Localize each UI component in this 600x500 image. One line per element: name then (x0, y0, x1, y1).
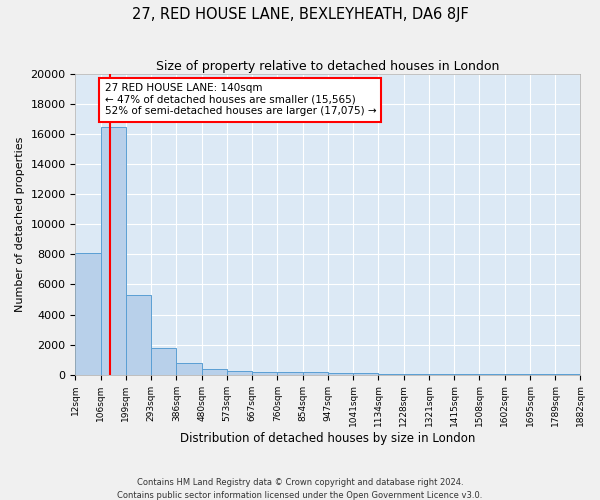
Bar (202, 370, 227, 374)
Bar (101, 126, 126, 374)
X-axis label: Distribution of detached houses by size in London: Distribution of detached houses by size … (180, 432, 476, 445)
Bar (253, 372, 277, 374)
Bar (76, 253, 101, 374)
Bar (303, 372, 328, 374)
Text: 27, RED HOUSE LANE, BEXLEYHEATH, DA6 8JF: 27, RED HOUSE LANE, BEXLEYHEATH, DA6 8JF (131, 8, 469, 22)
Text: 27 RED HOUSE LANE: 140sqm
← 47% of detached houses are smaller (15,565)
52% of s: 27 RED HOUSE LANE: 140sqm ← 47% of detac… (104, 83, 376, 116)
Y-axis label: Number of detached properties: Number of detached properties (15, 136, 25, 312)
Bar (277, 372, 303, 374)
Bar (227, 371, 253, 374)
Text: Contains HM Land Registry data © Crown copyright and database right 2024.
Contai: Contains HM Land Registry data © Crown c… (118, 478, 482, 500)
Bar (176, 364, 202, 374)
Title: Size of property relative to detached houses in London: Size of property relative to detached ho… (156, 60, 500, 73)
Bar (126, 295, 151, 374)
Bar (328, 373, 353, 374)
Bar (151, 348, 176, 374)
